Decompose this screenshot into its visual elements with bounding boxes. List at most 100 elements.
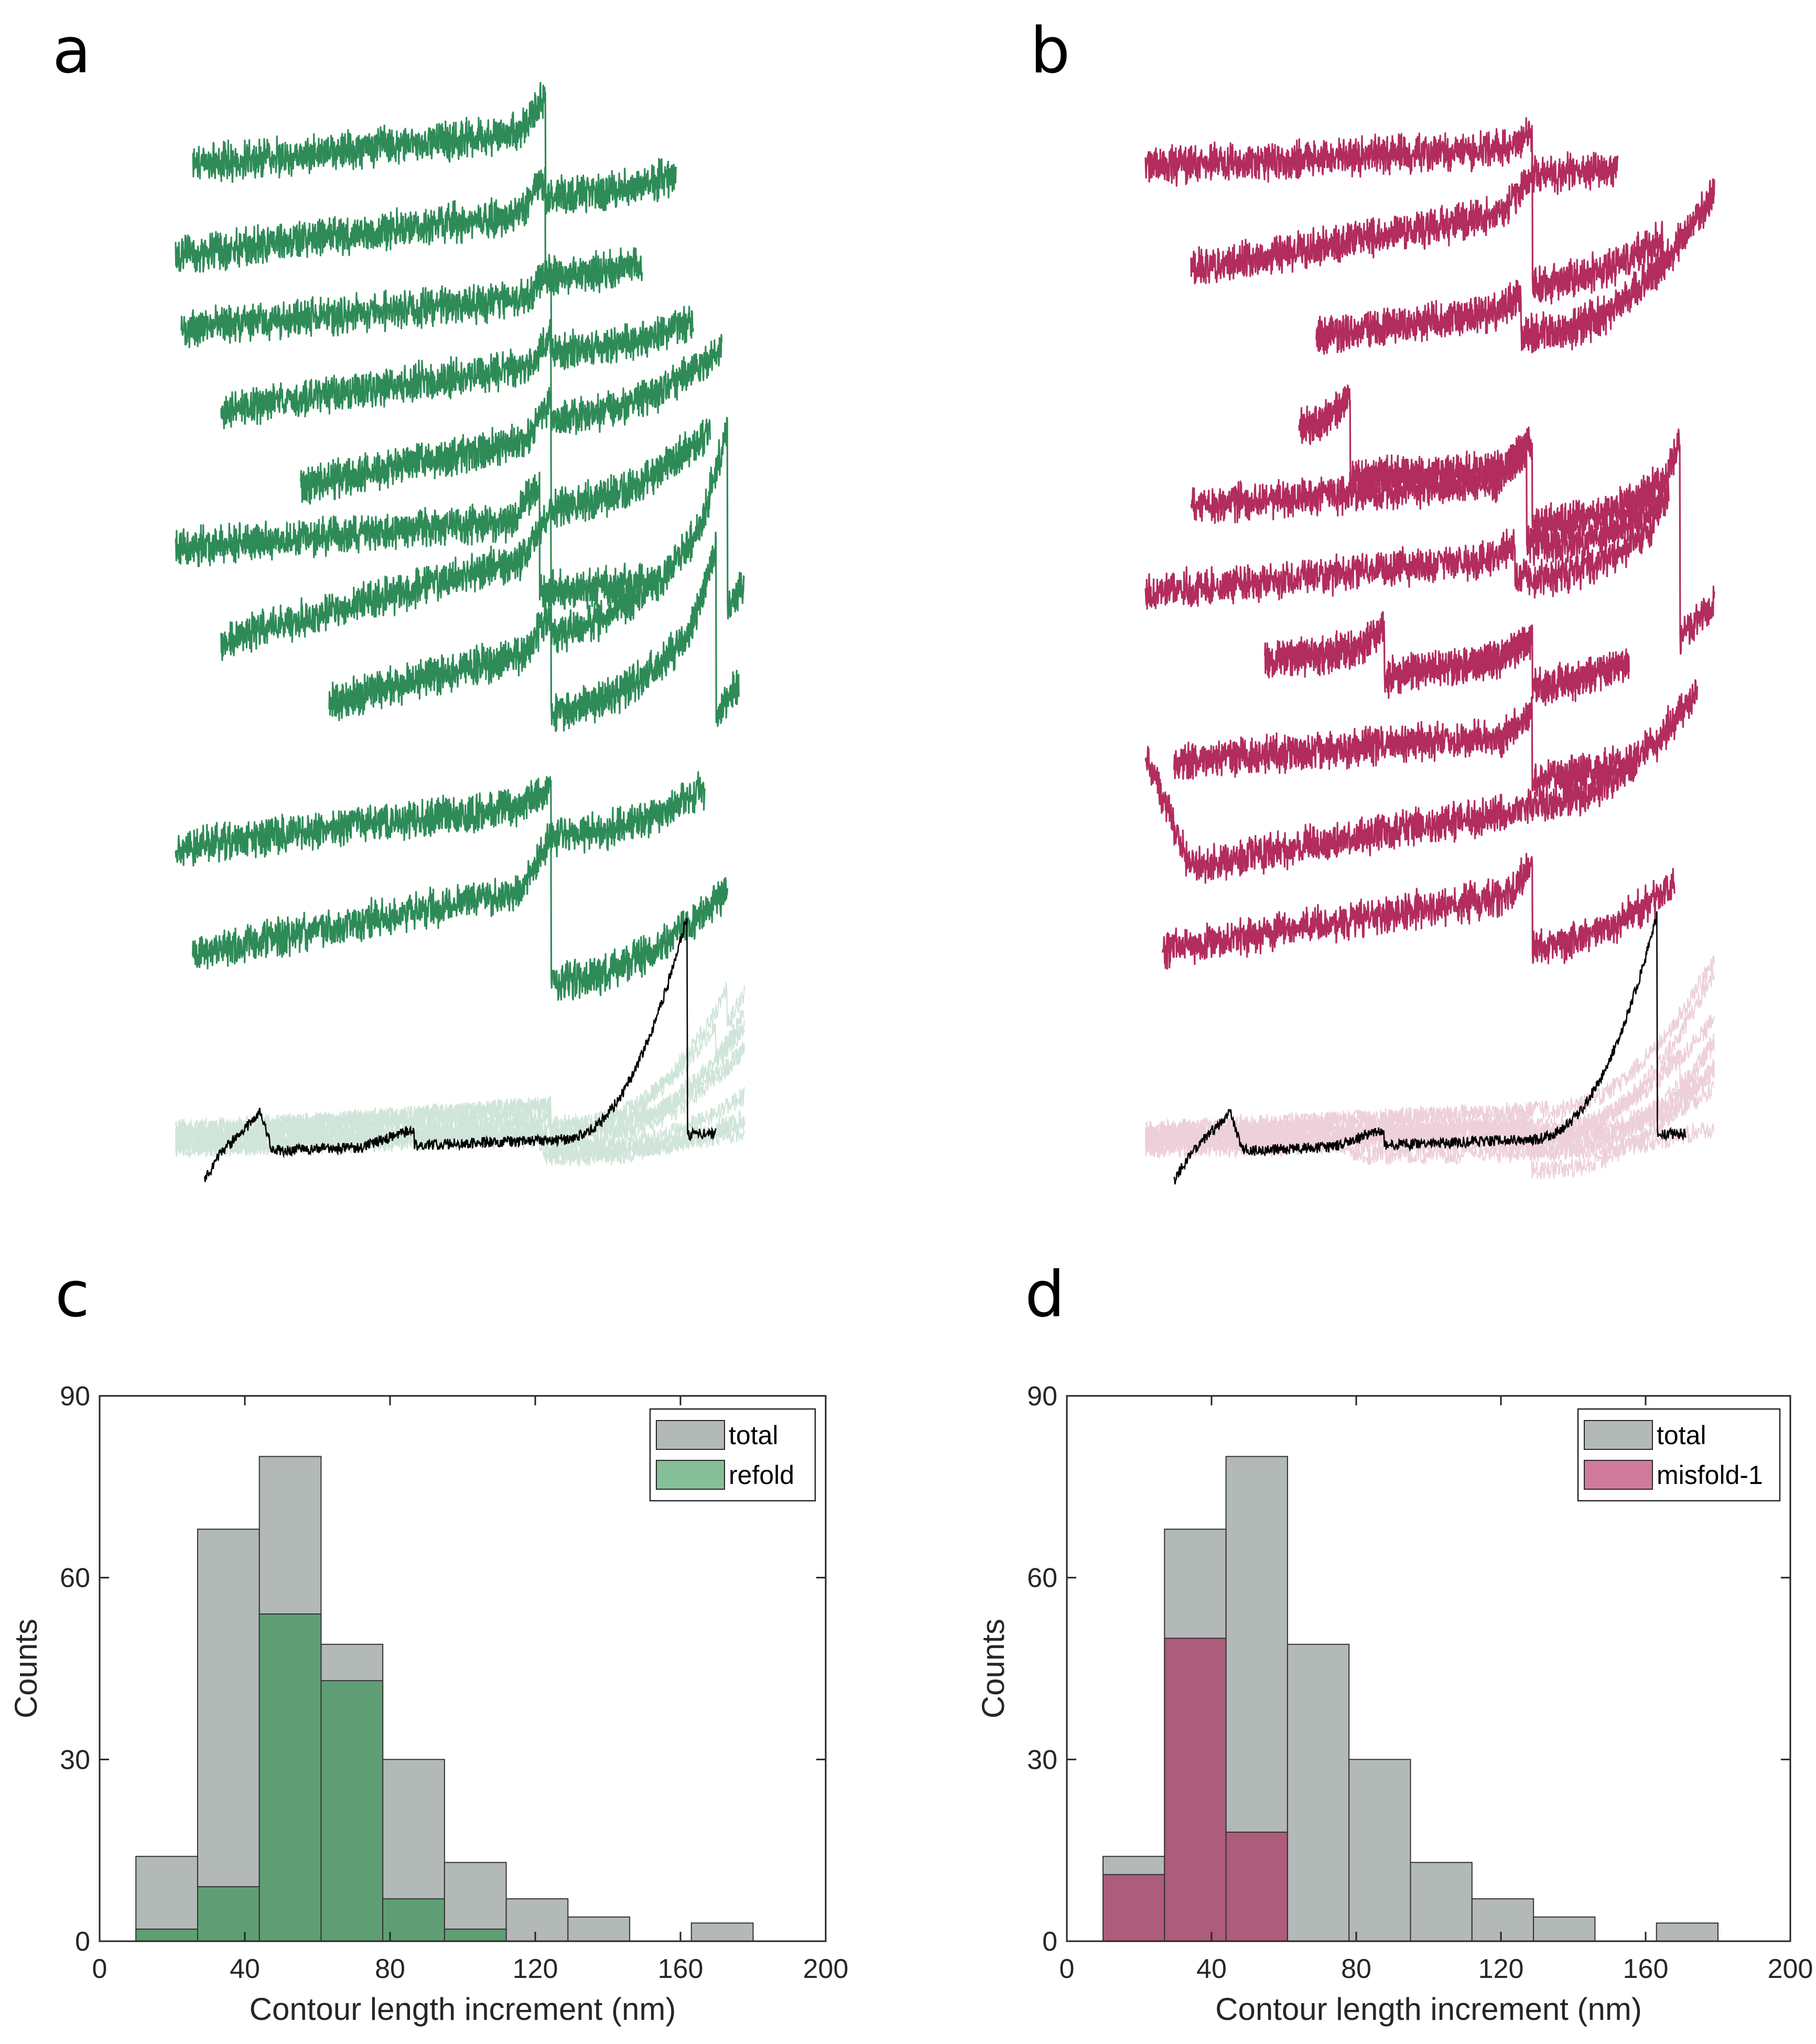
force-trace-2 bbox=[175, 166, 643, 296]
overlay-trace-6 bbox=[1144, 1033, 1715, 1149]
bars-total bbox=[135, 1456, 754, 1942]
legend-label-refold: refold bbox=[729, 1460, 794, 1490]
trace-panel-a bbox=[175, 82, 745, 1182]
overlay-trace-2 bbox=[1144, 1061, 1715, 1158]
bar-refold-0 bbox=[135, 1928, 198, 1942]
overlay-trace-1 bbox=[175, 1110, 745, 1167]
force-trace-3 bbox=[1315, 178, 1715, 355]
legend-swatch-total bbox=[1584, 1420, 1653, 1450]
overlay-trace-7 bbox=[1144, 1066, 1715, 1148]
bar-total-0 bbox=[135, 1856, 198, 1942]
x-tick-label-4: 160 bbox=[658, 1954, 704, 1984]
bars-refold bbox=[135, 1613, 507, 1942]
x-tick-label-2: 80 bbox=[1341, 1954, 1371, 1984]
force-trace-8 bbox=[1173, 696, 1636, 797]
y-tick-label-3: 90 bbox=[1027, 1381, 1057, 1412]
bar-refold-1 bbox=[197, 1886, 260, 1942]
legend-label-total: total bbox=[729, 1421, 779, 1450]
force-trace-10 bbox=[192, 823, 729, 1001]
histogram-panel-d: 0 40 80 120 160 200 0 30 60 90 Contour length inc… bbox=[976, 1381, 1813, 2027]
x-tick-label-3: 120 bbox=[513, 1954, 558, 1984]
legend-swatch-misfold-1 bbox=[1584, 1460, 1653, 1490]
overlay-trace-10 bbox=[175, 1025, 745, 1146]
force-trace-6 bbox=[175, 471, 643, 610]
overlay-trace-8 bbox=[1144, 1080, 1715, 1146]
axis-ticks: 0 40 80 120 160 200 0 30 60 90 bbox=[1027, 1381, 1813, 1984]
axes-box bbox=[99, 1395, 827, 1942]
overlay-trace-3 bbox=[1144, 965, 1715, 1155]
y-tick-label-2: 60 bbox=[1027, 1563, 1057, 1594]
bar-total-3 bbox=[1287, 1643, 1350, 1942]
force-trace-1 bbox=[1144, 117, 1619, 195]
bar-total-7 bbox=[1533, 1916, 1596, 1942]
bar-refold-2 bbox=[258, 1613, 322, 1942]
force-trace-8 bbox=[328, 531, 740, 732]
highlighted-trace bbox=[1173, 911, 1687, 1185]
force-trace-1 bbox=[192, 82, 677, 215]
axis-ticks: 0 40 80 120 160 200 0 30 60 90 bbox=[60, 1381, 848, 1984]
y-axis-label: Counts bbox=[8, 1619, 44, 1718]
x-axis-label: Contour length increment (nm) bbox=[250, 1992, 676, 2027]
force-trace-4 bbox=[220, 319, 723, 435]
bar-total-6 bbox=[1471, 1898, 1534, 1942]
y-tick-label-3: 90 bbox=[60, 1381, 90, 1412]
force-trace-10 bbox=[1162, 853, 1676, 970]
legend-label-misfold-1: misfold-1 bbox=[1657, 1460, 1763, 1490]
legend: total refold bbox=[649, 1408, 816, 1502]
bar-misfold-1-1 bbox=[1164, 1638, 1227, 1942]
x-tick-label-0: 0 bbox=[92, 1954, 107, 1984]
y-axis-label: Counts bbox=[976, 1619, 1011, 1718]
x-tick-label-4: 160 bbox=[1623, 1954, 1669, 1984]
bars-misfold-1 bbox=[1102, 1638, 1288, 1942]
legend-label-total: total bbox=[1657, 1421, 1706, 1450]
force-trace-2 bbox=[1190, 153, 1664, 305]
y-tick-label-1: 30 bbox=[1027, 1745, 1057, 1775]
panel-letter-a: a bbox=[52, 15, 91, 88]
axes-box bbox=[1066, 1395, 1791, 1942]
force-trace-5 bbox=[300, 386, 711, 528]
y-tick-label-1: 30 bbox=[60, 1745, 90, 1775]
force-trace-9 bbox=[1144, 679, 1698, 884]
overlay-trace-4 bbox=[1144, 1059, 1715, 1179]
force-trace-7 bbox=[1264, 611, 1630, 706]
highlighted-trace bbox=[203, 918, 717, 1182]
legend: total misfold-1 bbox=[1577, 1408, 1781, 1502]
x-tick-label-0: 0 bbox=[1060, 1954, 1075, 1984]
x-tick-label-3: 120 bbox=[1478, 1954, 1524, 1984]
y-tick-label-0: 0 bbox=[1042, 1927, 1057, 1957]
x-tick-label-5: 200 bbox=[803, 1954, 849, 1984]
force-trace-7 bbox=[220, 416, 745, 661]
force-trace-4 bbox=[1298, 384, 1664, 544]
x-tick-label-5: 200 bbox=[1768, 1954, 1813, 1984]
overlay-trace-4 bbox=[175, 1042, 745, 1155]
force-trace-6 bbox=[1144, 428, 1715, 655]
x-tick-label-1: 40 bbox=[230, 1954, 260, 1984]
overlay-trace-8 bbox=[175, 1008, 744, 1144]
bar-total-9 bbox=[1656, 1922, 1718, 1942]
legend-swatch-total bbox=[656, 1420, 725, 1450]
overlay-bundle bbox=[1144, 955, 1715, 1179]
overlay-trace-9 bbox=[175, 1042, 745, 1140]
force-trace-5 bbox=[1190, 433, 1670, 566]
panel-letter-d: d bbox=[1025, 1258, 1065, 1331]
bar-total-6 bbox=[505, 1898, 569, 1942]
bar-total-5 bbox=[1410, 1862, 1473, 1942]
overlay-trace-7 bbox=[175, 982, 745, 1143]
bar-total-7 bbox=[567, 1916, 631, 1942]
bar-misfold-1-2 bbox=[1225, 1832, 1288, 1942]
bar-total-1 bbox=[197, 1529, 260, 1942]
overlay-trace-2 bbox=[175, 1116, 745, 1163]
panel-letter-b: b bbox=[1030, 15, 1070, 88]
panel-letter-c: c bbox=[55, 1258, 90, 1331]
y-tick-label-2: 60 bbox=[60, 1563, 90, 1594]
bar-refold-4 bbox=[382, 1898, 445, 1942]
trace-panel-b bbox=[1144, 117, 1715, 1185]
overlay-trace-1 bbox=[1144, 1122, 1715, 1161]
bar-refold-5 bbox=[444, 1928, 507, 1942]
x-tick-label-1: 40 bbox=[1196, 1954, 1227, 1984]
y-tick-label-0: 0 bbox=[75, 1927, 90, 1957]
overlay-trace-9 bbox=[1144, 955, 1715, 1141]
force-trace-9 bbox=[175, 771, 706, 867]
legend-swatch-refold bbox=[656, 1460, 725, 1490]
